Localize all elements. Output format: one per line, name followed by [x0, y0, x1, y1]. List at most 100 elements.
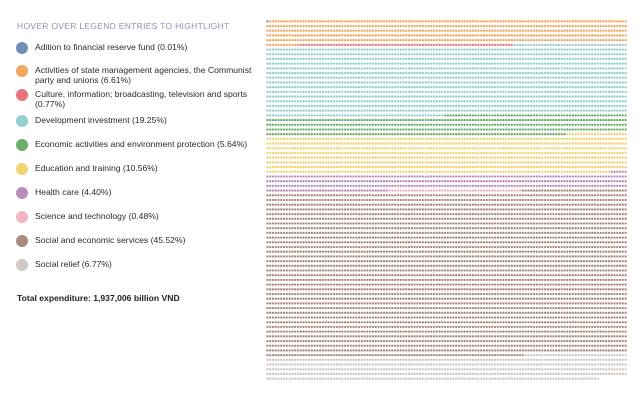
- waffle-dot: [316, 123, 319, 126]
- waffle-dot: [560, 43, 563, 47]
- waffle-dot: [613, 48, 616, 51]
- waffle-dot: [321, 86, 325, 89]
- waffle-dot: [418, 109, 422, 112]
- waffle-dot: [610, 90, 613, 94]
- waffle-dot: [582, 100, 586, 103]
- waffle-dot: [432, 184, 436, 188]
- waffle-dot: [477, 170, 480, 173]
- waffle-dot: [610, 133, 613, 136]
- waffle-dot: [377, 165, 380, 169]
- waffle-dot: [432, 86, 436, 89]
- waffle-dot: [330, 57, 333, 61]
- waffle-dot: [271, 53, 275, 56]
- waffle-dot: [610, 34, 613, 37]
- waffle-dot: [491, 57, 494, 61]
- waffle-dot: [355, 123, 358, 126]
- waffle-dot: [457, 104, 461, 108]
- waffle-dot: [607, 123, 611, 126]
- waffle-dot: [505, 20, 508, 23]
- waffle-dot: [549, 34, 552, 37]
- waffle-dot: [591, 133, 594, 136]
- waffle-dot: [552, 156, 555, 159]
- waffle-dot: [313, 100, 316, 103]
- waffle-dot: [452, 118, 455, 122]
- waffle-dot: [541, 81, 544, 84]
- waffle-dot: [468, 161, 472, 164]
- waffle-dot: [516, 161, 519, 164]
- waffle-dot: [530, 81, 533, 84]
- waffle-dot: [443, 24, 447, 28]
- waffle-dot: [416, 147, 419, 150]
- waffle-dot: [480, 86, 483, 89]
- legend-item-social-relief[interactable]: Social relief (6.77%): [16, 259, 261, 271]
- waffle-dot: [280, 137, 283, 141]
- waffle-dot: [518, 189, 522, 192]
- waffle-dot: [468, 128, 472, 131]
- waffle-dot: [602, 20, 605, 23]
- waffle-dot: [382, 133, 386, 136]
- waffle-dot: [427, 53, 430, 56]
- waffle-dot: [377, 43, 380, 47]
- waffle-dot: [527, 67, 530, 70]
- waffle-dot: [466, 184, 469, 188]
- waffle-dot: [277, 48, 280, 51]
- legend-item-economic-activities[interactable]: Economic activities and environment prot…: [16, 139, 261, 151]
- waffle-dot: [466, 109, 469, 112]
- waffle-dot: [613, 86, 616, 89]
- waffle-dot: [310, 100, 313, 103]
- waffle-dot: [438, 180, 441, 183]
- waffle-dot: [338, 175, 341, 178]
- waffle-dot: [468, 62, 472, 65]
- waffle-dot: [582, 43, 586, 47]
- waffle-dot: [360, 189, 363, 192]
- waffle-dot: [482, 62, 486, 65]
- legend-item-health-care[interactable]: Health care (4.40%): [16, 187, 261, 199]
- legend-item-science[interactable]: Science and technology (0.48%): [16, 211, 261, 223]
- waffle-dot: [616, 48, 619, 51]
- waffle-dot: [305, 123, 308, 126]
- waffle-dot: [274, 43, 277, 47]
- waffle-dot: [513, 48, 516, 51]
- waffle-dot: [457, 86, 461, 89]
- waffle-dot: [507, 90, 511, 94]
- waffle-dot: [282, 90, 286, 94]
- waffle-dot: [538, 81, 541, 84]
- legend-item-development-investment[interactable]: Development investment (19.25%): [16, 115, 261, 127]
- waffle-dot: [471, 151, 475, 155]
- waffle-dot: [502, 151, 505, 155]
- waffle-dot: [416, 114, 419, 117]
- waffle-dot: [618, 161, 622, 164]
- waffle-dot: [305, 156, 308, 159]
- waffle-dot: [443, 142, 447, 145]
- waffle-dot: [624, 71, 627, 75]
- waffle-dot: [305, 29, 308, 32]
- waffle-dot: [524, 48, 527, 51]
- legend-item-financial-reserve[interactable]: Adition to financial reserve fund (0.01%…: [16, 42, 261, 54]
- waffle-dot: [474, 48, 477, 51]
- waffle-dot: [382, 34, 386, 37]
- waffle-dot: [282, 104, 286, 108]
- waffle-dot: [366, 24, 369, 28]
- waffle-dot: [318, 43, 322, 47]
- waffle-dot: [438, 104, 441, 108]
- legend-item-culture[interactable]: Culture, information; broadcasting, tele…: [16, 89, 261, 109]
- waffle-dot: [410, 184, 413, 188]
- waffle-dot: [593, 133, 597, 136]
- waffle-dot: [499, 137, 502, 141]
- waffle-dot: [452, 86, 455, 89]
- legend-item-social-economic-services[interactable]: Social and economic services (45.52%): [16, 235, 261, 247]
- waffle-dot: [288, 170, 291, 173]
- waffle-dot: [507, 123, 511, 126]
- waffle-dot: [549, 67, 552, 70]
- waffle-dot: [518, 86, 522, 89]
- legend-item-education[interactable]: Education and training (10.56%): [16, 163, 261, 175]
- waffle-dot: [407, 189, 411, 192]
- waffle-dot: [477, 29, 480, 32]
- waffle-dot: [441, 184, 444, 188]
- waffle-dot: [610, 189, 613, 192]
- waffle-dot: [330, 165, 333, 169]
- waffle-dot: [621, 62, 625, 65]
- waffle-dot: [555, 43, 558, 47]
- waffle-dot: [471, 48, 475, 51]
- legend-item-state-management[interactable]: Activities of state management agencies,…: [16, 65, 261, 85]
